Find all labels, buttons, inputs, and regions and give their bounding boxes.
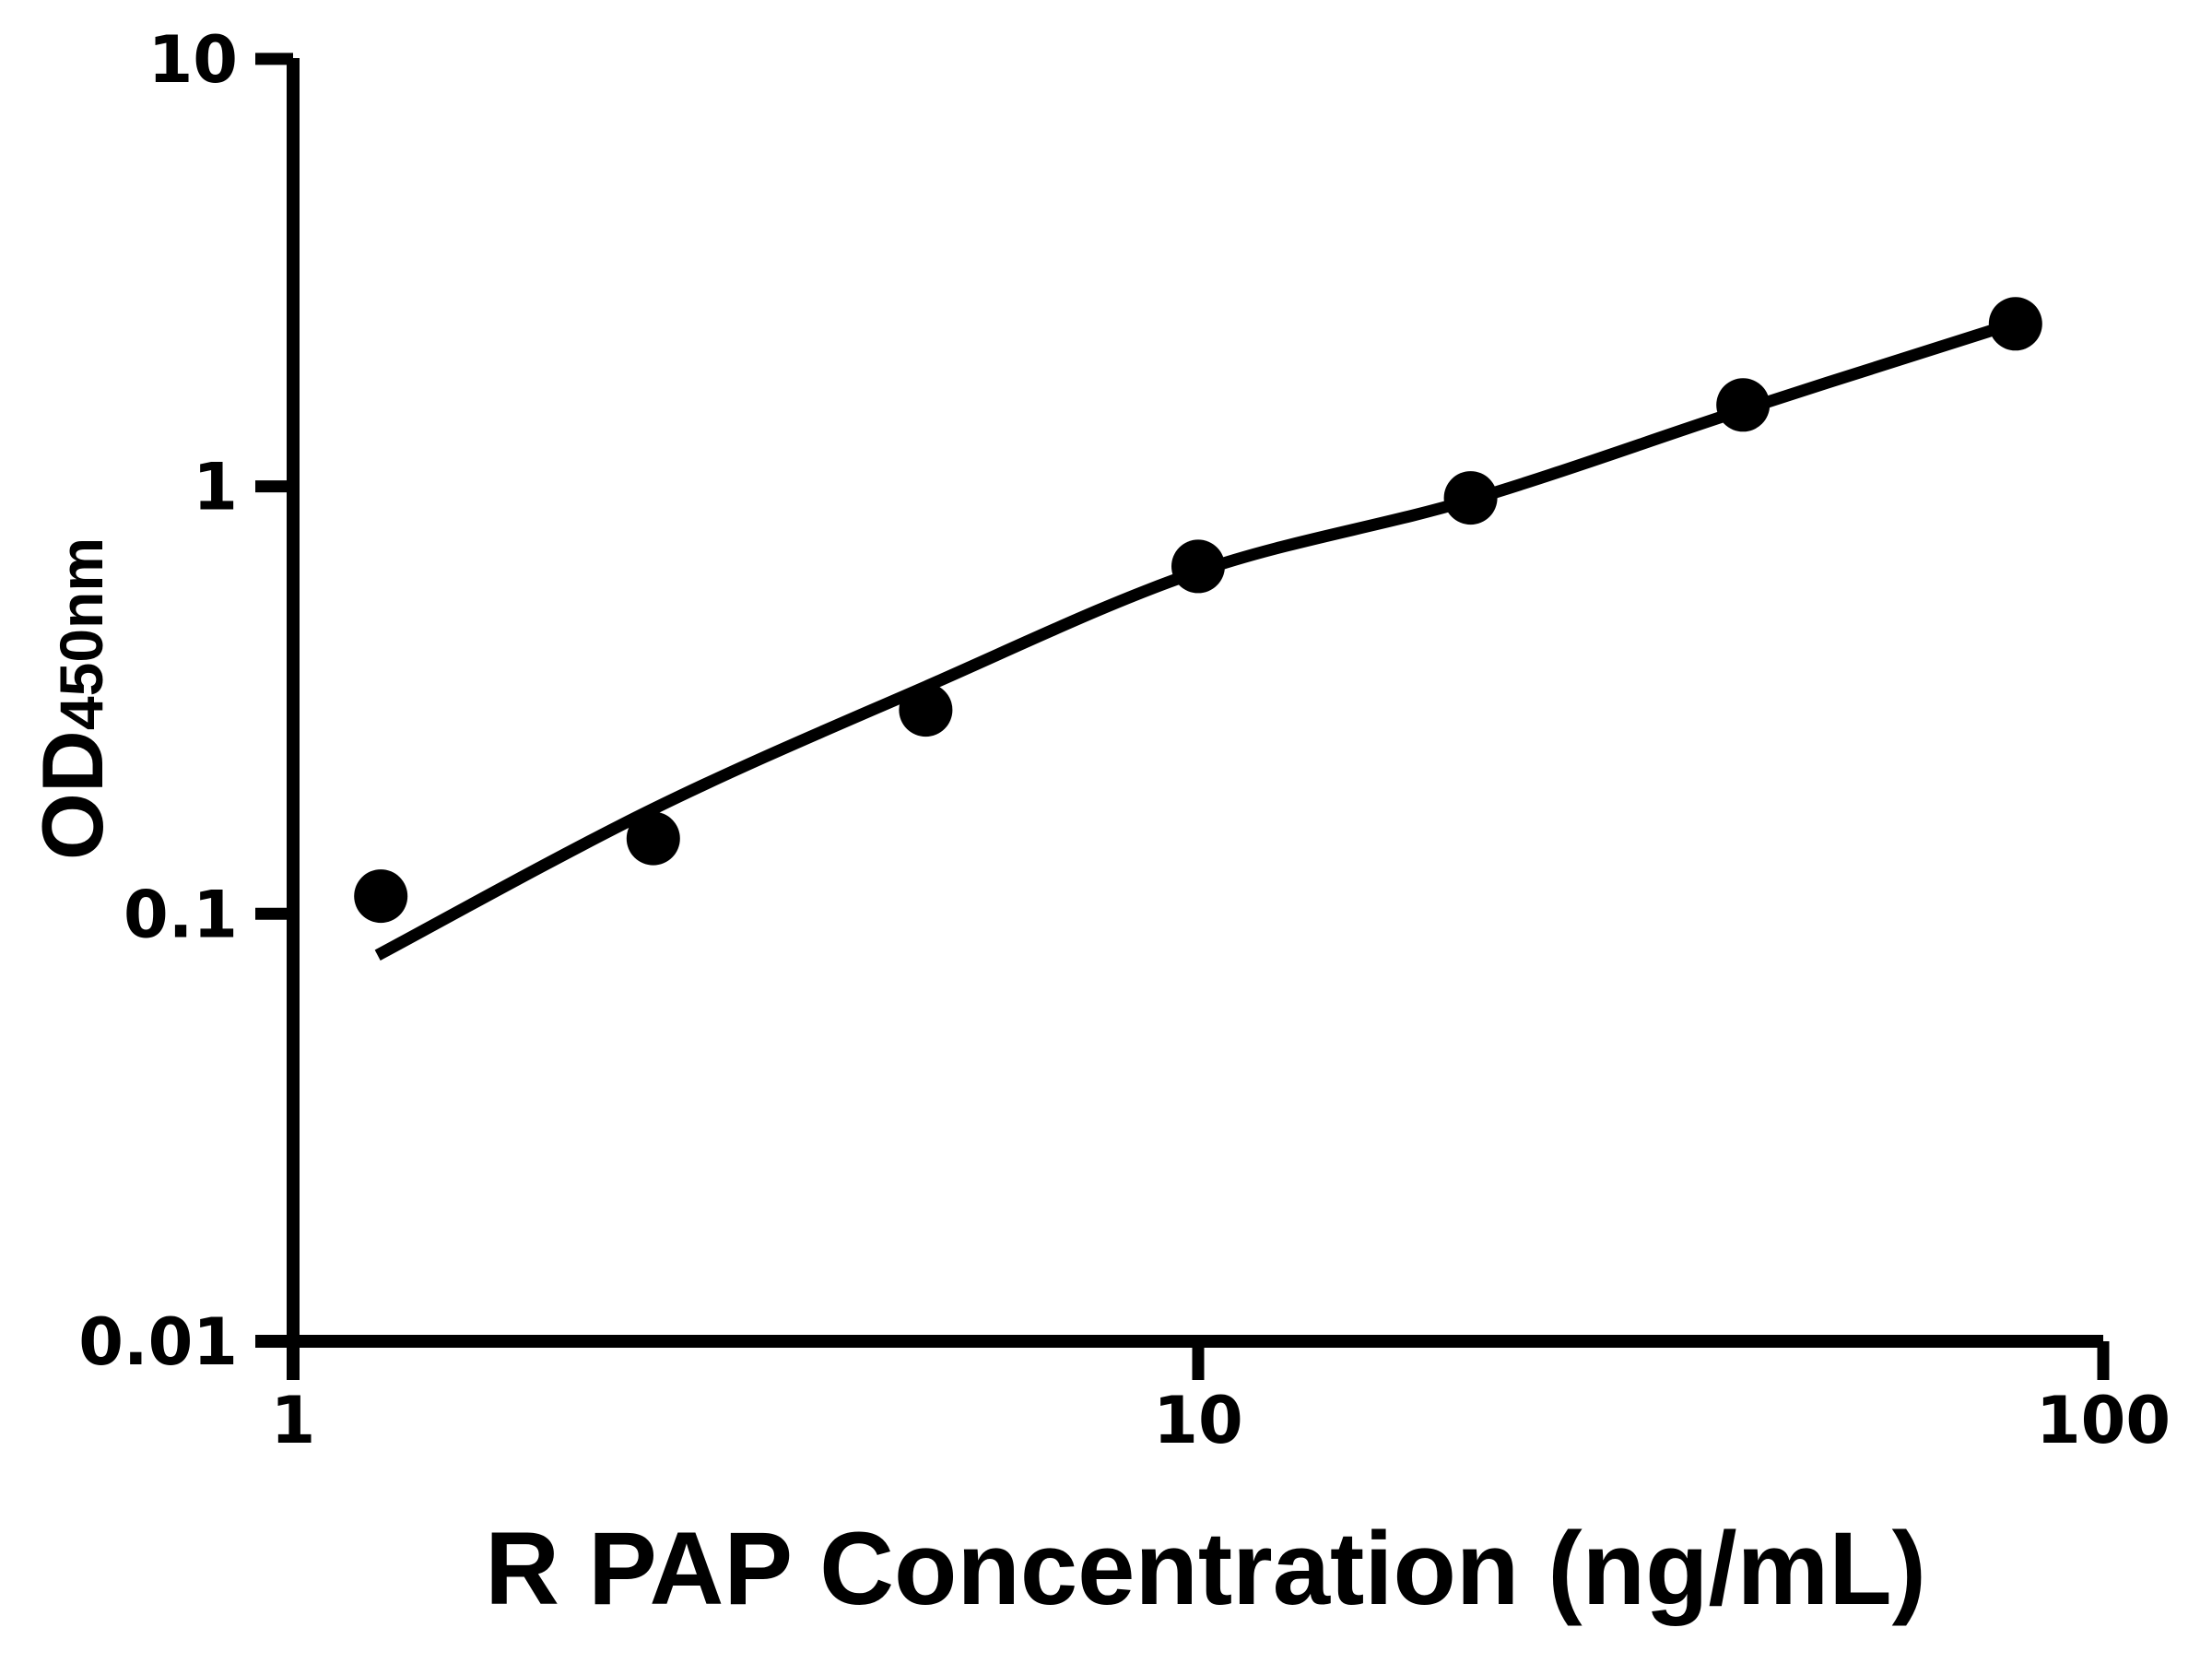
x-axis-tick-labels: 1 10 100 <box>271 1383 2171 1458</box>
y-axis-title: OD450nm <box>24 537 121 860</box>
y-tick-label: 0.1 <box>124 877 238 952</box>
data-point <box>1443 471 1498 525</box>
x-axis-ticks <box>287 1341 2110 1380</box>
data-point <box>626 811 680 866</box>
data-point <box>1988 297 2042 351</box>
y-tick-label: 10 <box>148 22 238 98</box>
y-axis-ticks <box>255 53 293 1348</box>
x-axis-title: R PAP Concentration (ng/mL) <box>485 1511 1926 1626</box>
x-tick-label: 100 <box>2036 1383 2171 1458</box>
y-axis-title-subscript: 450nm <box>47 537 115 730</box>
data-point <box>1716 378 1771 432</box>
y-axis-title-main: OD <box>24 730 121 860</box>
x-tick-label: 10 <box>1153 1383 1242 1458</box>
y-tick-label: 0.01 <box>78 1304 238 1380</box>
data-points-group <box>354 297 2042 924</box>
data-point <box>354 869 408 924</box>
data-point <box>899 683 953 737</box>
data-point <box>1171 539 1225 594</box>
x-tick-label: 1 <box>271 1383 316 1458</box>
y-tick-label: 1 <box>193 450 238 525</box>
y-axis-tick-labels: 10 1 0.1 0.01 <box>78 22 238 1380</box>
